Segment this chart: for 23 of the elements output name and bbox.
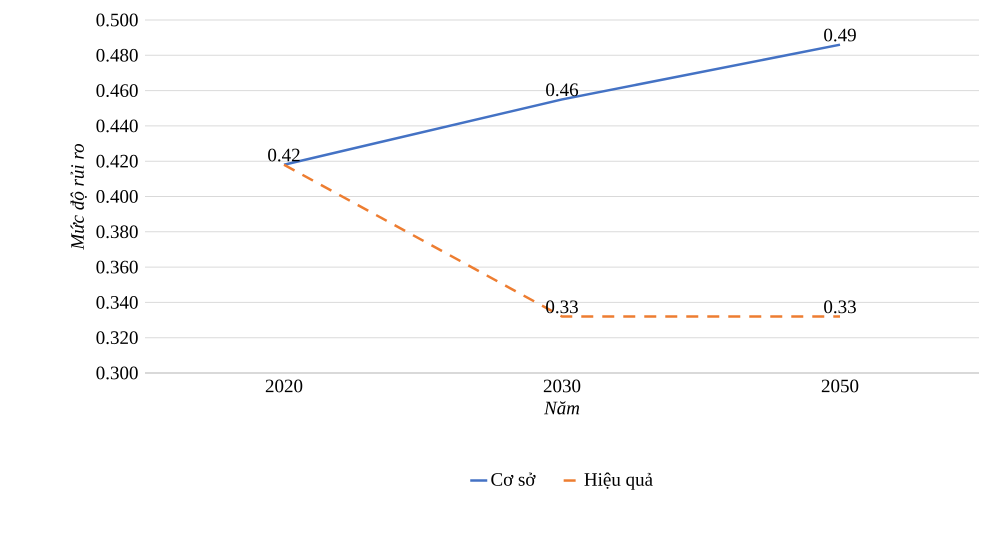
x-tick-label: 2050: [822, 380, 858, 392]
legend-label: Hiệu quả: [584, 472, 653, 490]
x-tick-label: 2020: [266, 380, 302, 392]
y-tick-label: 0.500: [96, 14, 138, 26]
data-label: 0.42: [268, 148, 300, 162]
y-tick-label: 0.340: [96, 296, 138, 309]
y-axis-title: Mức độ rủi ro: [70, 144, 87, 250]
y-tick-label: 0.360: [96, 260, 138, 274]
y-tick-label: 0.300: [96, 366, 138, 380]
y-tick-label: 0.400: [96, 190, 138, 203]
x-tick-label: 2030: [544, 380, 580, 392]
y-tick-label: 0.460: [96, 84, 138, 98]
data-label: 0.33: [824, 300, 856, 314]
y-tick-label: 0.440: [96, 119, 138, 132]
y-tick-label: 0.480: [96, 48, 138, 62]
y-tick-label: 0.380: [96, 225, 138, 238]
y-tick-label: 0.320: [96, 331, 138, 344]
data-label: 0.33: [546, 300, 578, 314]
legend-label: Cơ sở: [491, 472, 536, 486]
data-label: 0.46: [546, 83, 578, 96]
x-axis-title: Năm: [544, 401, 580, 414]
y-tick-label: 0.420: [96, 154, 138, 168]
data-label: 0.49: [824, 28, 856, 42]
